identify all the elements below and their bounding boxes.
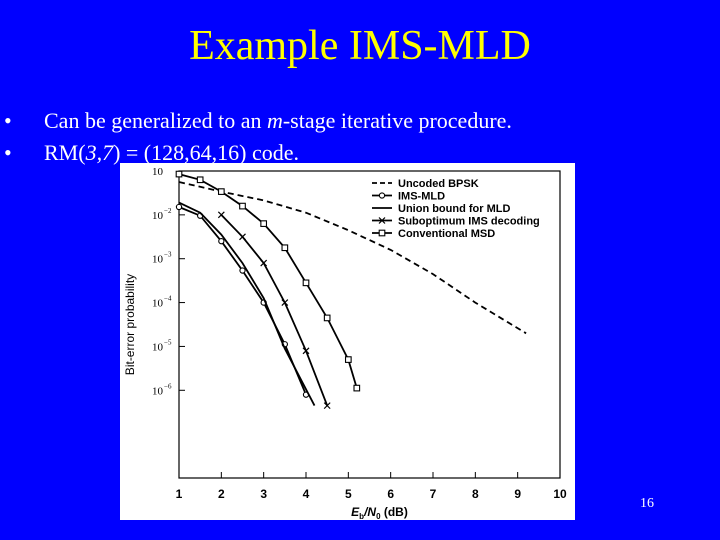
bullet-text-italic: m	[266, 108, 283, 133]
y-tick-label: 10	[152, 385, 164, 397]
series-4-point	[175, 170, 183, 178]
y-axis-label: Bit-error probability	[123, 274, 137, 375]
series-4-point	[239, 202, 246, 210]
slide-title: Example IMS-MLD	[189, 23, 531, 69]
series-line-4	[178, 173, 358, 389]
legend-marker	[378, 192, 386, 199]
y-tick-exponent: −3	[164, 251, 172, 259]
series-line-2	[178, 201, 316, 407]
x-tick-label: 2	[218, 487, 225, 501]
bullet-text-part: ) = (128,64,16) code.	[113, 140, 299, 165]
legend-label: Union bound for MLD	[398, 203, 510, 215]
xlabel-sub-0: 0	[376, 512, 381, 520]
bullet-rm-code: • RM(3,7) = (128,64,16) code.	[4, 140, 299, 166]
slide-number: 16	[640, 496, 654, 511]
y-tick-label: 10	[152, 298, 164, 310]
series-4-point	[302, 279, 310, 287]
y-tick-label: 10	[152, 166, 164, 178]
series-4-point	[344, 356, 352, 363]
series-1-point	[239, 267, 246, 274]
bullet-generalized: • Can be generalized to an m-stage iterat…	[4, 108, 512, 134]
x-tick-label: 10	[553, 487, 567, 501]
x-tick-label: 1	[176, 487, 183, 501]
ber-chart-figure: 1 2 3 4 5 6 7 8 9 10 10 10 −2 10 −3 10 −4 10 −5 10 −6 Bit-err…	[120, 163, 575, 520]
bullet-symbol: •	[4, 140, 12, 165]
series-line-0	[178, 181, 527, 335]
series-1-point	[218, 238, 225, 245]
x-tick-label: 3	[260, 487, 267, 501]
x-tick-label: 9	[514, 487, 521, 501]
series-3-point	[323, 402, 331, 410]
y-tick-label: 10	[152, 210, 164, 222]
y-tick-exponent: −2	[164, 207, 172, 215]
series-4-point	[323, 314, 331, 322]
series-3-point	[281, 299, 289, 306]
series-4-point	[281, 244, 289, 252]
y-tick-exponent: −6	[164, 382, 172, 390]
series-3-point	[239, 233, 246, 241]
legend-label: Uncoded BPSK	[398, 178, 479, 190]
x-tick-label: 8	[472, 487, 479, 501]
x-tick-label: 4	[303, 487, 310, 501]
legend-label: Conventional MSD	[398, 228, 495, 240]
legend-label: IMS-MLD	[398, 191, 445, 203]
y-tick-label: 10	[152, 341, 164, 353]
x-tick-label: 7	[430, 487, 437, 501]
series-line-3	[220, 214, 329, 406]
xlabel-e: E	[351, 505, 360, 519]
x-tick-label: 6	[387, 487, 394, 501]
y-tick-exponent: −5	[164, 338, 172, 346]
bullet-symbol: •	[4, 108, 12, 133]
x-tick-label: 5	[345, 487, 352, 501]
xlabel-units: (dB)	[381, 505, 408, 519]
bullet-text-part: RM(	[44, 140, 86, 165]
xlabel-sub-b: b	[359, 512, 364, 520]
series-3-point	[260, 259, 268, 267]
y-tick-label: 10	[152, 254, 164, 266]
series-3-point	[302, 347, 310, 355]
series-3-point	[217, 211, 225, 219]
x-axis-label: Eb/N0 (dB)	[351, 505, 408, 520]
xlabel-n: /N	[363, 505, 376, 519]
legend-marker	[378, 229, 386, 237]
bullet-text-part: -stage iterative procedure.	[282, 108, 512, 133]
series-1-point	[175, 203, 183, 211]
plot-frame	[178, 170, 561, 479]
series-4-point	[260, 220, 268, 227]
series-4-point	[196, 176, 204, 184]
series-4-point	[353, 384, 361, 392]
legend-label: Suboptimum IMS decoding	[398, 216, 540, 228]
series-4-point	[217, 188, 225, 195]
bullet-text-part: Can be generalized to an	[44, 108, 267, 133]
y-tick-exponent: −4	[164, 295, 172, 303]
bullet-text-italic: 3,7	[85, 140, 114, 165]
legend-marker	[378, 217, 386, 224]
